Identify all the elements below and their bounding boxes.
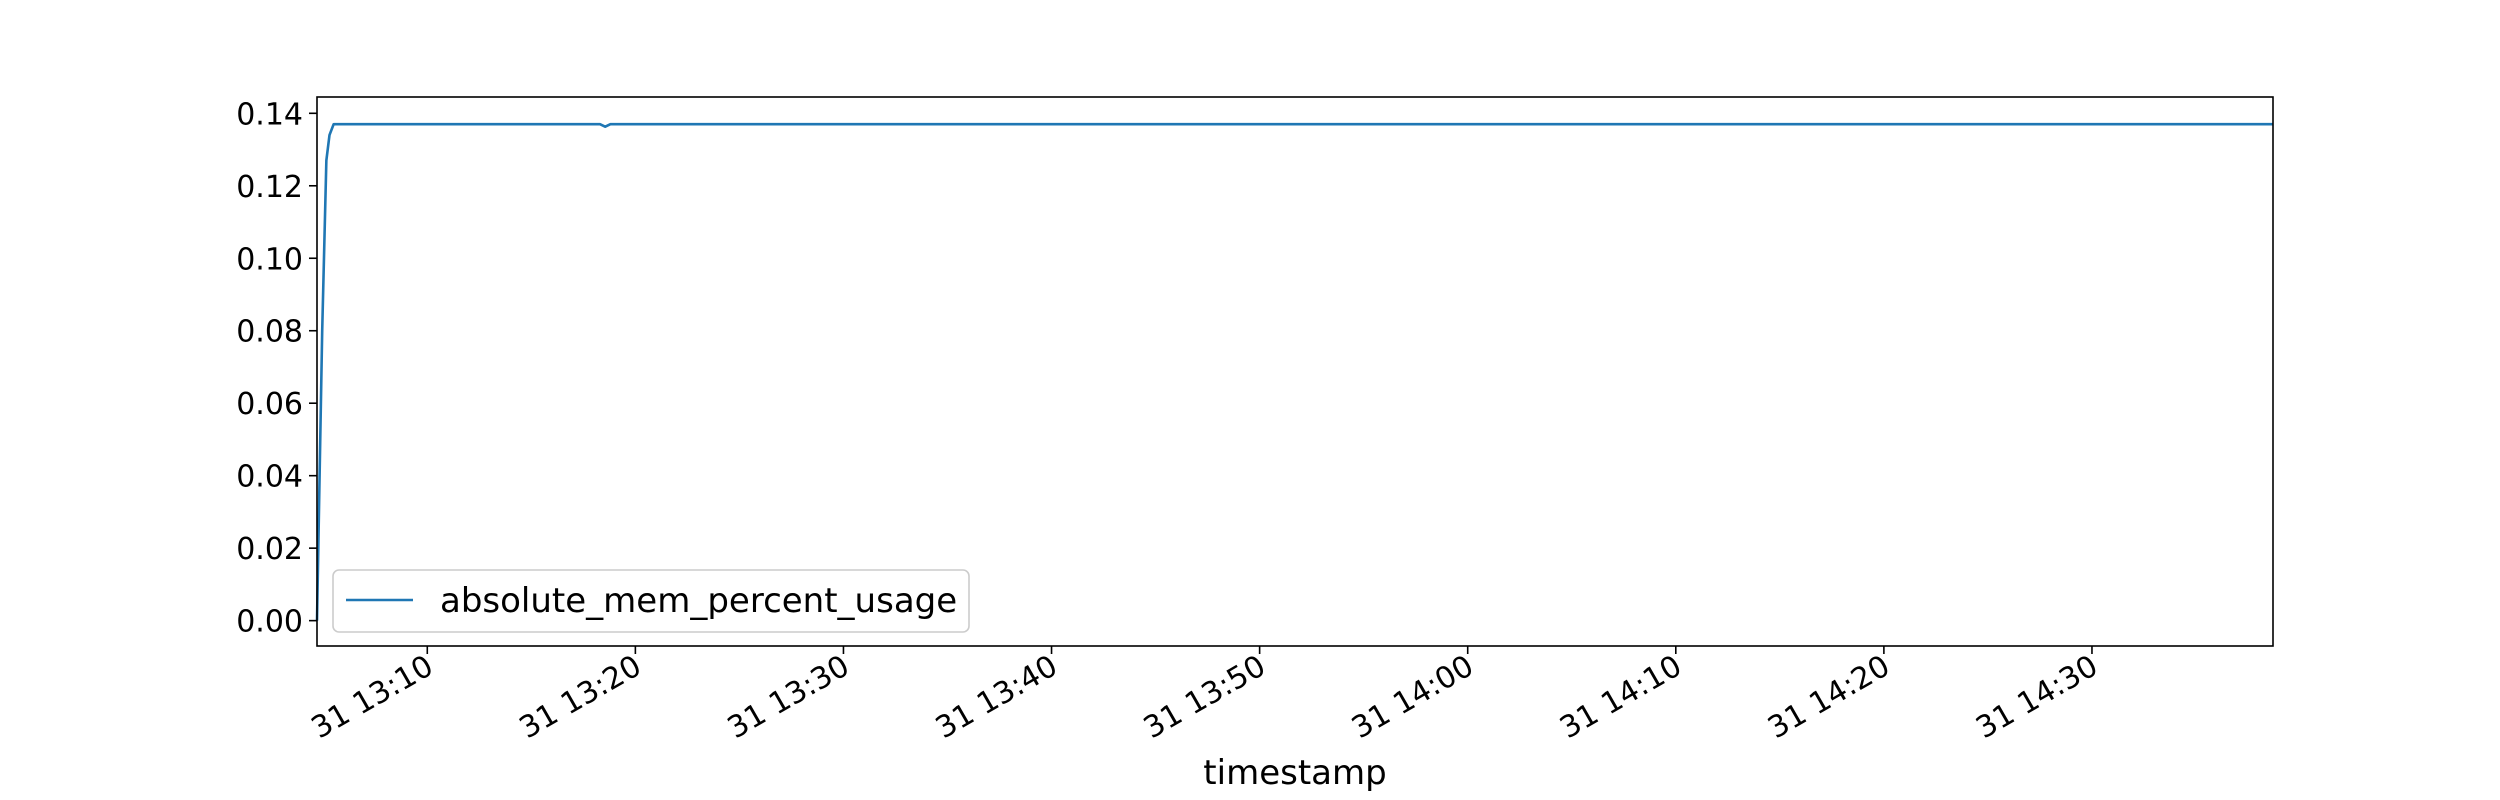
y-tick-label: 0.06 [236,387,303,422]
legend-box [332,569,970,633]
x-axis-title: timestamp [1203,753,1386,793]
y-tick-label: 0.02 [236,532,303,567]
y-axis: 0.00 0.02 0.04 0.06 0.08 0.10 0.12 0.14 [236,97,317,640]
legend-label: absolute_mem_percent_usage [440,581,957,621]
y-tick-label: 0.10 [236,242,303,277]
series-layer [315,122,2273,621]
y-tick-label: 0.12 [236,170,303,205]
plot-area-frame [316,96,2274,647]
y-tick-label: 0.04 [236,460,303,495]
y-tick-label: 0.08 [236,315,303,350]
y-tick-label: 0.00 [236,605,303,640]
y-tick-label: 0.14 [236,97,303,132]
legend: absolute_mem_percent_usage [332,569,970,633]
series-line-0 [315,122,2273,621]
